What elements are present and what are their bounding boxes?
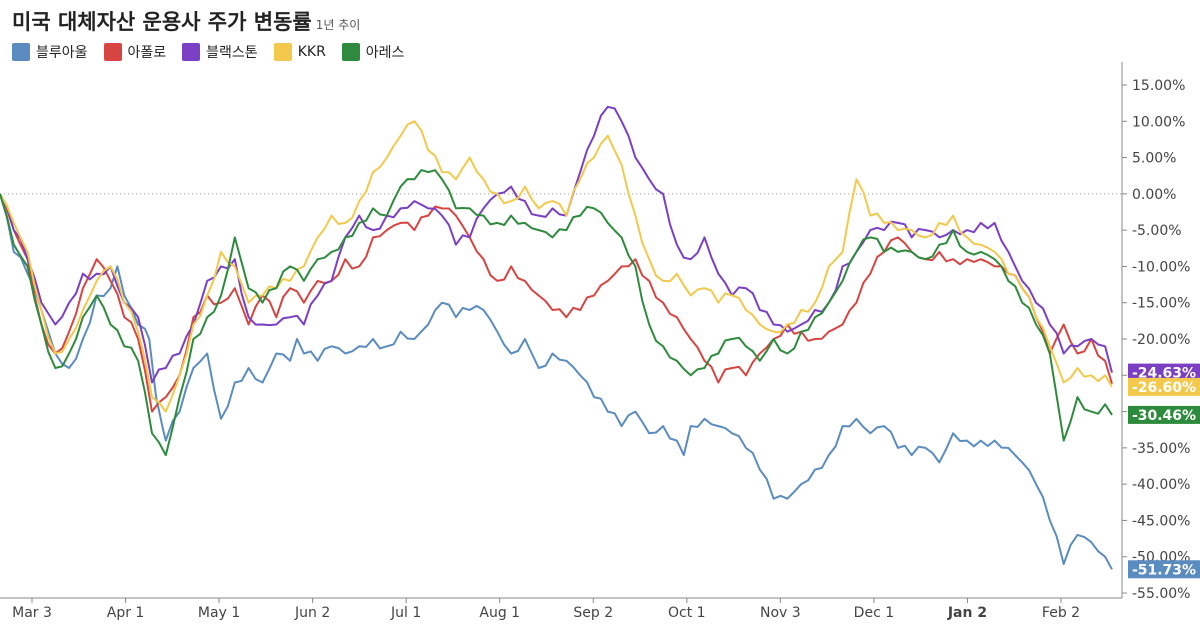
legend-label: KKR	[297, 44, 326, 60]
x-tick-label: Oct 1	[668, 605, 706, 621]
y-tick-label: -45.00%	[1132, 513, 1190, 529]
y-tick-label: 0.00%	[1132, 187, 1176, 203]
legend-swatch	[12, 43, 30, 61]
legend-item-blue-owl: 블루아울	[12, 42, 88, 62]
end-value-label: -51.73%	[1132, 562, 1196, 578]
x-tick-label: Jul 1	[390, 605, 421, 621]
y-tick-label: -5.00%	[1132, 223, 1182, 239]
legend-swatch	[182, 43, 201, 61]
end-value-badge	[1128, 405, 1200, 424]
series-line	[0, 193, 1113, 570]
x-tick-label: Jan 2	[947, 605, 987, 621]
chart-title: 미국 대체자산 운용사 주가 변동률 1년 추이	[12, 10, 361, 34]
legend-item-apollo: 아폴로	[103, 42, 167, 62]
x-tick-label: May 1	[198, 605, 240, 621]
end-value-badge	[1128, 363, 1200, 382]
y-tick-label: 5.00%	[1132, 151, 1176, 167]
chart-subtitle: 1년 추이	[315, 18, 361, 32]
y-tick-label: -55.00%	[1132, 586, 1190, 602]
y-tick-label: -40.00%	[1132, 477, 1190, 493]
legend-swatch	[103, 43, 122, 61]
x-tick-label: Nov 3	[760, 605, 801, 621]
y-tick-label: -10.00%	[1132, 259, 1190, 275]
y-tick-label: -35.00%	[1132, 441, 1190, 457]
x-tick-label: Aug 1	[479, 605, 520, 621]
legend: 블루아울 아폴로 블랙스톤 KKR 아레스	[12, 42, 404, 62]
x-tick-label: Apr 1	[107, 605, 145, 621]
x-tick-label: Dec 1	[854, 605, 894, 621]
x-tick-label: Jun 2	[294, 605, 330, 621]
legend-label: 아폴로	[127, 45, 167, 61]
x-tick-label: Mar 3	[12, 605, 52, 621]
y-tick-label: -15.00%	[1132, 296, 1190, 312]
y-tick-label: 15.00%	[1132, 78, 1185, 94]
legend-swatch	[273, 43, 292, 61]
end-value-badge	[1128, 560, 1200, 579]
series-line	[0, 105, 1113, 384]
legend-item-kkr: KKR	[273, 43, 326, 61]
end-value-label: -26.60%	[1132, 380, 1196, 396]
legend-label: 아레스	[365, 45, 405, 61]
x-tick-label: Sep 2	[573, 605, 613, 621]
legend-label: 블루아울	[36, 45, 88, 61]
legend-label: 블랙스톤	[206, 45, 258, 61]
series-line	[0, 169, 1113, 457]
y-tick-label: 10.00%	[1132, 114, 1185, 130]
series-line	[0, 120, 1113, 413]
legend-item-blackstone: 블랙스톤	[182, 42, 258, 62]
end-value-badge	[1128, 377, 1200, 396]
legend-swatch	[341, 43, 360, 61]
series-line	[0, 193, 1113, 413]
end-value-label: -24.63%	[1132, 366, 1196, 382]
y-tick-label: -20.00%	[1132, 332, 1190, 348]
legend-item-ares: 아레스	[341, 42, 405, 62]
end-value-label: -30.46%	[1132, 408, 1196, 424]
x-tick-label: Feb 2	[1042, 605, 1080, 621]
